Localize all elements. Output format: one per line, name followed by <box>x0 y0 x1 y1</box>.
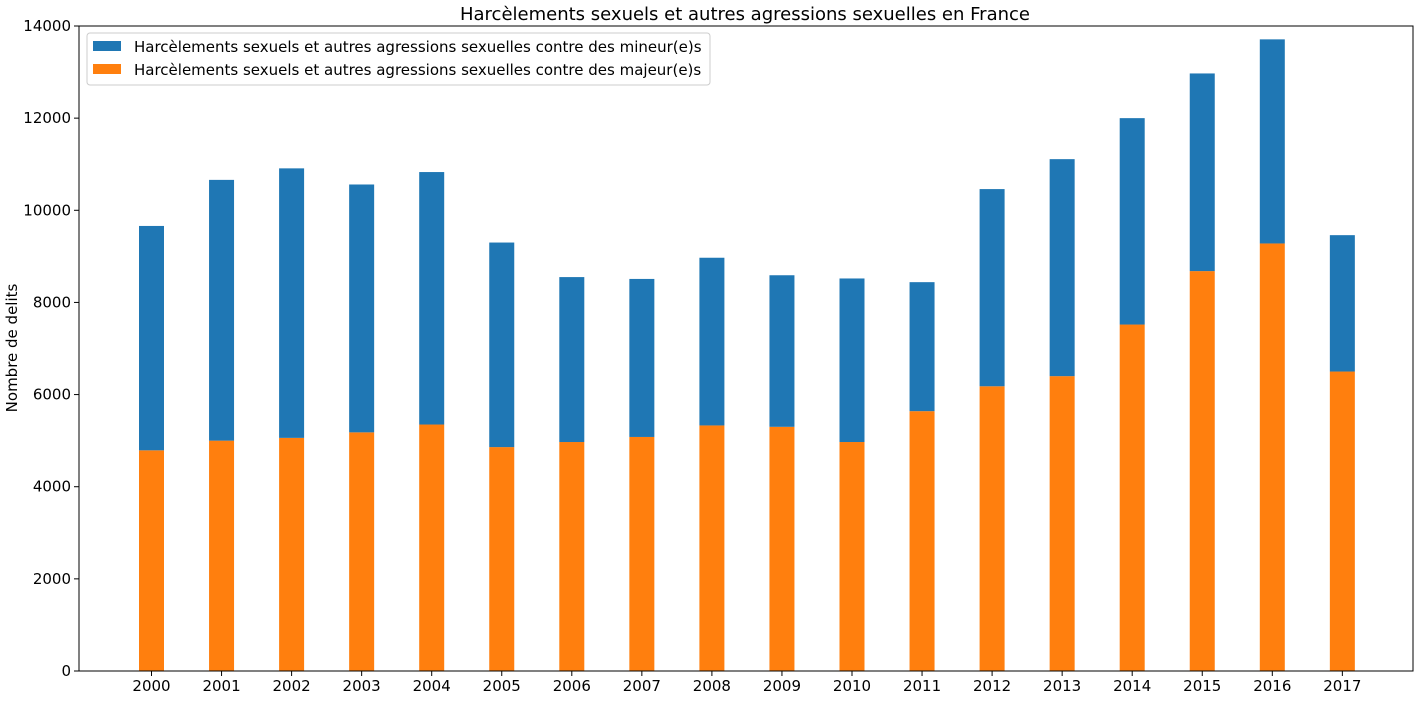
bar-series-0-2003 <box>349 432 375 671</box>
bar-series-1-2007 <box>629 278 655 437</box>
bar-series-0-2002 <box>279 437 305 671</box>
y-tick-label: 14000 <box>23 17 71 35</box>
bar-series-1-2001 <box>209 179 235 441</box>
x-tick-label: 2007 <box>623 677 661 695</box>
x-tick-label: 2006 <box>553 677 591 695</box>
bar-series-0-2010 <box>839 442 865 671</box>
plot-frame <box>78 25 1414 672</box>
axes-group: 0 2000 4000 6000 8000 10000 12000 14000 2000 2001… <box>23 17 1414 695</box>
bar-series-1-2000 <box>139 225 164 451</box>
bar-series-1-2017 <box>1329 235 1355 372</box>
bar-series-0-2017 <box>1329 371 1355 671</box>
x-tick-label: 2016 <box>1253 677 1291 695</box>
bar-series-0-2014 <box>1119 324 1145 671</box>
y-axis-label: Nombre de delits <box>3 283 21 412</box>
x-tick-label: 2013 <box>1043 677 1081 695</box>
x-tick-label: 2012 <box>973 677 1011 695</box>
bar-series-1-2011 <box>909 282 935 412</box>
bar-series-1-2013 <box>1049 159 1075 377</box>
bar-series-1-2014 <box>1119 118 1145 325</box>
bar-series-0-2008 <box>699 425 725 671</box>
bar-series-1-2012 <box>979 189 1005 387</box>
bar-series-0-2016 <box>1259 243 1285 671</box>
bar-series-0-2012 <box>979 386 1005 671</box>
bar-series-0-2015 <box>1189 271 1215 671</box>
x-tick-label: 2010 <box>833 677 871 695</box>
bar-series-1-2004 <box>419 172 445 425</box>
x-tick-label: 2009 <box>763 677 801 695</box>
x-tick-label: 2001 <box>202 677 240 695</box>
legend-box <box>86 32 711 86</box>
x-tick-label: 2003 <box>343 677 381 695</box>
x-tick-label: 2002 <box>273 677 311 695</box>
bar-series-1-2006 <box>559 277 585 443</box>
x-tick-label: 2008 <box>693 677 731 695</box>
y-tick-label: 0 <box>61 662 71 680</box>
bar-series-0-2004 <box>419 424 445 671</box>
bar-series-0-2000 <box>139 450 164 671</box>
bar-series-1-2008 <box>699 257 725 426</box>
y-tick-label: 12000 <box>23 109 71 127</box>
bar-series-0-2006 <box>559 442 585 671</box>
chart-title: Harcèlements sexuels et autres agression… <box>460 4 1030 25</box>
legend-swatch-1 <box>93 41 121 51</box>
bar-series-0-2001 <box>209 440 235 671</box>
bar-series-1-2016 <box>1259 39 1285 244</box>
x-tick-label: 2015 <box>1183 677 1221 695</box>
legend: Harcèlements sexuels et autres agression… <box>86 32 711 86</box>
y-tick-label: 2000 <box>33 570 71 588</box>
x-tick-label: 2011 <box>903 677 941 695</box>
x-tick-label: 2004 <box>413 677 451 695</box>
bar-series-1-2003 <box>349 184 375 433</box>
bar-series-0-2013 <box>1049 376 1075 671</box>
bar-series-1-2015 <box>1189 73 1215 272</box>
bar-series-0-2009 <box>769 426 795 671</box>
bar-series-1-2002 <box>279 168 305 438</box>
x-tick-label: 2014 <box>1113 677 1151 695</box>
y-tick-label: 8000 <box>33 293 71 311</box>
bar-series-1-2005 <box>489 242 515 448</box>
bar-series-1-2010 <box>839 278 865 443</box>
x-tick-label: 2005 <box>483 677 521 695</box>
y-tick-label: 6000 <box>33 386 71 404</box>
y-tick-label: 10000 <box>23 201 71 219</box>
legend-swatch-0 <box>93 64 121 74</box>
x-tick-label: 2017 <box>1323 677 1361 695</box>
bar-series-0-2007 <box>629 436 655 671</box>
x-tick-label: 2000 <box>132 677 170 695</box>
legend-label-1: Harcèlements sexuels et autres agression… <box>134 38 702 56</box>
bar-series-1-2009 <box>769 275 795 427</box>
y-tick-label: 4000 <box>33 478 71 496</box>
bar-series-0-2011 <box>909 411 935 671</box>
bar-series-0-2005 <box>489 447 515 671</box>
bars-group <box>139 39 1355 671</box>
legend-label-0: Harcèlements sexuels et autres agression… <box>134 61 701 79</box>
